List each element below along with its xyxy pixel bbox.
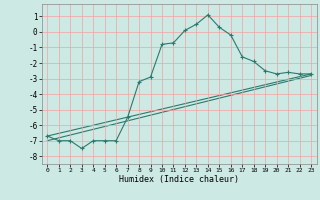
X-axis label: Humidex (Indice chaleur): Humidex (Indice chaleur) bbox=[119, 175, 239, 184]
